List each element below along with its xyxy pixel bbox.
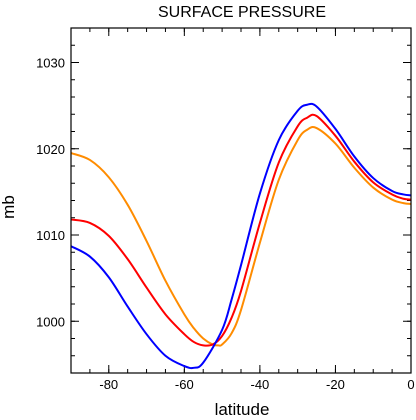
y-axis-label: mb (0, 195, 18, 219)
x-tick-label: -40 (250, 377, 269, 392)
x-tick-label: 0 (407, 377, 414, 392)
series-line-blue (71, 102, 411, 370)
series-line-orange (71, 126, 411, 347)
y-tick-label: 1030 (36, 56, 65, 71)
chart-title: SURFACE PRESSURE (158, 4, 326, 21)
x-axis-label: latitude (215, 400, 270, 419)
y-tick-label: 1010 (36, 228, 65, 243)
x-tick-label: -60 (175, 377, 194, 392)
x-tick-label: -80 (99, 377, 118, 392)
y-tick-label: 1020 (36, 142, 65, 157)
y-tick-label: 1000 (36, 314, 65, 329)
x-tick-label: -20 (326, 377, 345, 392)
plot-frame (70, 27, 412, 374)
plot-area: -80 -60 -40 -20 0 1000 1010 1020 1030 (36, 27, 415, 392)
series-line-red (71, 113, 411, 347)
